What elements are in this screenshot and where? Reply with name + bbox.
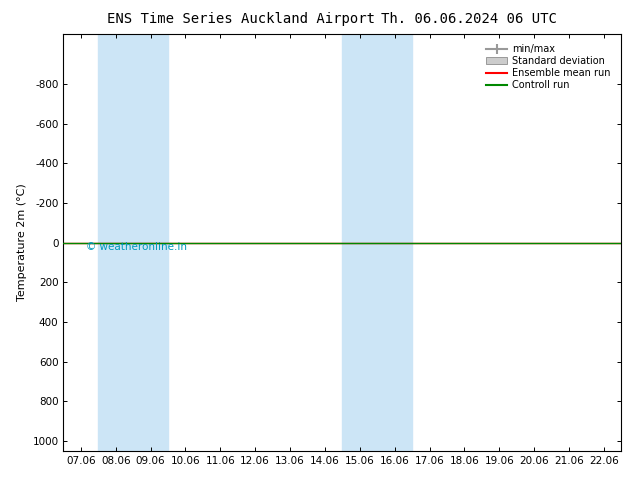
Legend: min/max, Standard deviation, Ensemble mean run, Controll run: min/max, Standard deviation, Ensemble me… (483, 41, 614, 93)
Bar (98, 34, 168, 451)
Text: Th. 06.06.2024 06 UTC: Th. 06.06.2024 06 UTC (381, 12, 557, 26)
Y-axis label: Temperature 2m (°C): Temperature 2m (°C) (17, 184, 27, 301)
Bar (342, 34, 412, 451)
Text: ENS Time Series Auckland Airport: ENS Time Series Auckland Airport (107, 12, 375, 26)
Text: © weatheronline.in: © weatheronline.in (86, 242, 187, 252)
